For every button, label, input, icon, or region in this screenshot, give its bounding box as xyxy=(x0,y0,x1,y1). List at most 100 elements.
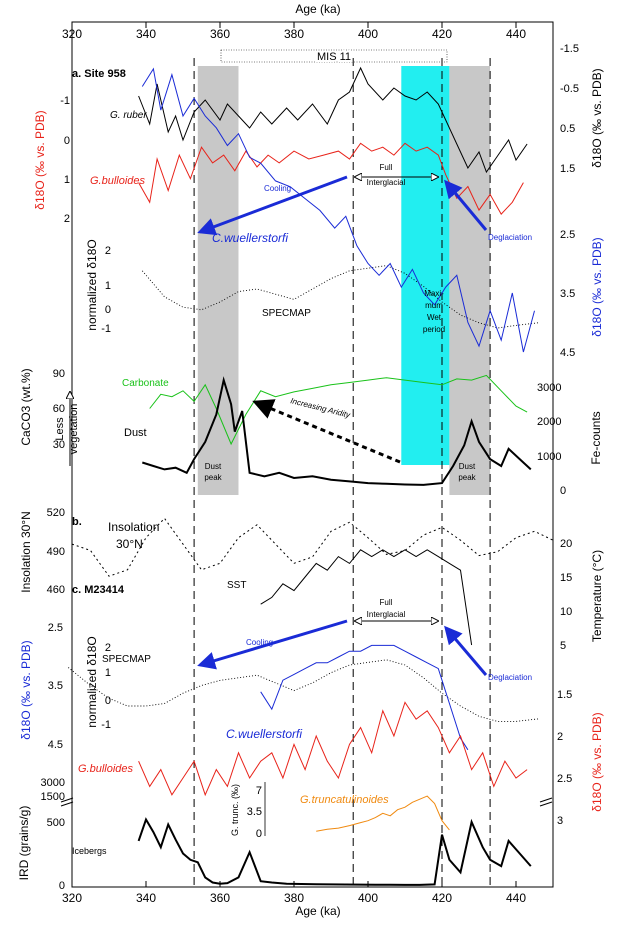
tick-label: 2 xyxy=(105,642,111,654)
mis-bar xyxy=(220,49,448,63)
x-tick-label-top: 440 xyxy=(506,27,526,41)
tick-label: 0 xyxy=(59,880,65,892)
tick-label: 2000 xyxy=(537,416,561,428)
tick-label: 20 xyxy=(560,538,572,550)
tick-label: 0.5 xyxy=(560,123,575,135)
tick-label: 0 xyxy=(256,828,262,840)
x-tick-label-bottom: 420 xyxy=(432,891,452,905)
tick-label: 30 xyxy=(53,439,65,451)
panel-c-blue-ticks: 2.5 3.5 4.5 xyxy=(48,622,63,751)
panel-b-left-axis-title: Insolation 30°N xyxy=(19,511,33,593)
panel-c-blue-axis-title: δ18O (‰ vs. PDB) xyxy=(19,640,33,739)
max-wet-label-3: Wet xyxy=(427,313,442,322)
max-wet-label-1: Maxi- xyxy=(424,289,444,298)
panel-b-title-2: 30°N xyxy=(116,537,143,551)
less-vegetation-label-2: vegetation xyxy=(68,404,80,455)
panel-b-label: b. xyxy=(72,516,82,528)
series-insolation xyxy=(71,517,554,577)
series-label-dust: Dust xyxy=(124,427,147,439)
panel-c-label: c. M23414 xyxy=(72,584,125,596)
dashed-boundaries xyxy=(193,58,491,886)
axis-break-marks xyxy=(60,797,553,807)
tick-label: -0.5 xyxy=(560,83,579,95)
series-specmap xyxy=(141,265,539,329)
dust-peak-label-2a: peak xyxy=(204,473,222,482)
panel-c-temp-ticks: 20 15 10 5 xyxy=(560,538,572,652)
panel-c-red-axis-title: δ18O (‰ vs. PDB) xyxy=(590,712,604,811)
shaded-band xyxy=(449,66,491,495)
panel-a-label: a. Site 958 xyxy=(72,68,126,80)
mis-label: MIS 11 xyxy=(317,51,351,63)
tick-label: 490 xyxy=(47,546,65,558)
series-label-sst: SST xyxy=(227,580,246,591)
panel-a-left-axis-title-3: CaCO3 (wt.%) xyxy=(19,368,33,445)
panel-a-left-ticks-3: 90 60 30 xyxy=(53,368,65,451)
panel-a-left-ticks-2: 2 1 0 -1 xyxy=(101,245,111,335)
increasing-aridity-arrow xyxy=(252,399,401,464)
tick-label: 1 xyxy=(105,280,111,292)
x-tick-label-top: 340 xyxy=(136,27,156,41)
x-tick-label-top: 380 xyxy=(284,27,304,41)
panel-c-temp-axis-title: Temperature (°C) xyxy=(590,550,604,642)
panel-b-left-ticks: 520 490 460 xyxy=(47,507,65,596)
full-interglacial-label-a-2: Interglacial xyxy=(367,178,406,187)
panel-a-left-axis-title-2: normalized δ18O xyxy=(85,239,99,330)
series-label-specmap-c: SPECMAP xyxy=(102,654,151,665)
series-label-icebergs: Icebergs xyxy=(72,846,107,856)
panel-c-norm-ticks: 2 1 0 -1 xyxy=(101,642,111,731)
panel-a-right-axis-title-1: δ18O (‰ vs. PDB) xyxy=(590,68,604,167)
panel-a-right-ticks-3: 3000 2000 1000 0 xyxy=(537,382,566,497)
tick-label: 2 xyxy=(557,731,563,743)
tick-label: 2 xyxy=(105,245,111,257)
tick-label: -1 xyxy=(60,95,70,107)
tick-label: 3000 xyxy=(537,382,561,394)
panel-c-norm-axis-title: normalized δ18O xyxy=(85,636,99,727)
full-interglacial-label-c-2: Interglacial xyxy=(367,610,406,619)
panel-b-title-1: Insolation xyxy=(108,520,159,534)
series-specmap xyxy=(68,659,539,722)
x-axis-title-top: Age (ka) xyxy=(295,2,340,16)
tick-label: 2.5 xyxy=(560,229,575,241)
tick-label: 60 xyxy=(53,403,65,415)
series-c-wuellerstorfi xyxy=(260,644,469,751)
series-label-specmap-a: SPECMAP xyxy=(262,308,311,319)
tick-label: 3.5 xyxy=(560,288,575,300)
cooling-label-c: Cooling xyxy=(246,638,273,647)
series-label-g-bulloides-c: G.bulloides xyxy=(78,763,134,775)
x-tick-label-bottom: 360 xyxy=(210,891,230,905)
tick-label: 10 xyxy=(560,606,572,618)
tick-label: 520 xyxy=(47,507,65,519)
dust-peak-label-2b: peak xyxy=(458,473,476,482)
tick-label: 1 xyxy=(64,174,70,186)
series-label-g-trunc: G.truncatulinoides xyxy=(300,794,389,806)
panel-a-right-axis-title-3: Fe-counts xyxy=(589,411,603,464)
panel-c-ird-axis-title: IRD (grains/g) xyxy=(17,806,31,881)
panel-a-left-ticks-1: -1 0 1 2 xyxy=(60,95,70,225)
x-tick-label-top: 400 xyxy=(358,27,378,41)
deglaciation-label-c: Deglaciation xyxy=(488,673,532,682)
full-interglacial-label-c-1: Full xyxy=(380,598,393,607)
inset-axis-title: G. trunc. (‰) xyxy=(230,784,240,836)
tick-label: 0 xyxy=(560,485,566,497)
series-dust xyxy=(141,376,532,486)
tick-label: 2 xyxy=(64,213,70,225)
cooling-arrow-c xyxy=(197,619,348,670)
tick-label: 3.5 xyxy=(48,680,63,692)
tick-label: 90 xyxy=(53,368,65,380)
tick-label: 500 xyxy=(47,817,65,829)
x-tick-label-bottom: 380 xyxy=(284,891,304,905)
x-tick-label-bottom: 400 xyxy=(358,891,378,905)
tick-label: -1 xyxy=(101,719,111,731)
dust-peak-label-1a: Dust xyxy=(205,462,222,471)
shaded-intervals xyxy=(197,66,491,495)
series-label-g-bulloides: G.bulloides xyxy=(90,175,146,187)
full-interglacial-label-a-1: Full xyxy=(380,163,393,172)
panel-a-left-axis-title-1: δ18O (‰ vs. PDB) xyxy=(33,110,47,209)
tick-label: 460 xyxy=(47,584,65,596)
shaded-band xyxy=(197,66,239,495)
panel-c-ird-ticks: 3000 1500 500 0 xyxy=(41,777,65,892)
tick-label: 7 xyxy=(256,785,262,797)
panel-c-red-ticks: 1.5 2 2.5 3 xyxy=(557,689,572,827)
tick-label: 3 xyxy=(557,815,563,827)
